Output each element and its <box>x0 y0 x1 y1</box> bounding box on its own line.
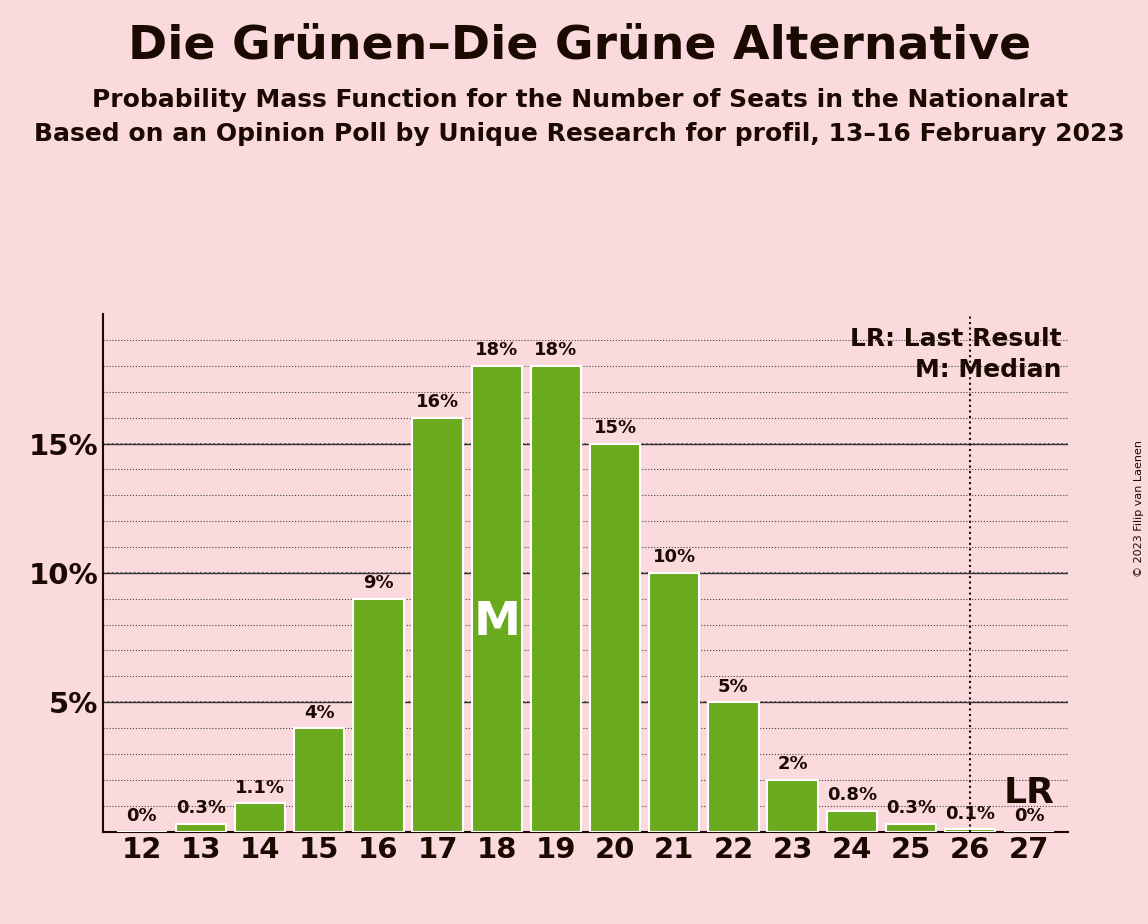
Bar <box>708 702 759 832</box>
Text: 0.1%: 0.1% <box>945 805 995 822</box>
Text: © 2023 Filip van Laenen: © 2023 Filip van Laenen <box>1134 440 1143 577</box>
Text: 10%: 10% <box>653 549 696 566</box>
Text: 0.3%: 0.3% <box>886 799 936 818</box>
Text: 0%: 0% <box>126 808 157 825</box>
Text: 1.1%: 1.1% <box>235 779 285 796</box>
Bar <box>649 573 699 832</box>
Bar <box>767 780 817 832</box>
Bar <box>827 811 877 832</box>
Text: Die Grünen–Die Grüne Alternative: Die Grünen–Die Grüne Alternative <box>129 23 1031 68</box>
Text: LR: Last Result: LR: Last Result <box>851 327 1062 351</box>
Text: 0%: 0% <box>1014 808 1045 825</box>
Text: M: M <box>473 600 520 645</box>
Text: 18%: 18% <box>534 342 577 359</box>
Bar <box>354 599 404 832</box>
Bar <box>530 366 581 832</box>
Text: LR: LR <box>1003 776 1055 809</box>
Bar <box>412 418 463 832</box>
Text: 15%: 15% <box>594 419 637 437</box>
Text: 9%: 9% <box>363 575 394 592</box>
Text: 0.3%: 0.3% <box>176 799 226 818</box>
Text: 2%: 2% <box>777 756 808 773</box>
Bar <box>294 728 344 832</box>
Text: 4%: 4% <box>304 704 334 722</box>
Bar <box>176 824 226 832</box>
Bar <box>235 803 285 832</box>
Bar <box>886 824 936 832</box>
Bar <box>472 366 522 832</box>
Text: 16%: 16% <box>416 394 459 411</box>
Bar <box>590 444 641 832</box>
Text: Probability Mass Function for the Number of Seats in the Nationalrat: Probability Mass Function for the Number… <box>92 88 1068 112</box>
Bar <box>945 829 995 832</box>
Text: 18%: 18% <box>475 342 519 359</box>
Text: 0.8%: 0.8% <box>827 786 877 805</box>
Text: Based on an Opinion Poll by Unique Research for profil, 13–16 February 2023: Based on an Opinion Poll by Unique Resea… <box>34 122 1125 146</box>
Text: M: Median: M: Median <box>915 359 1062 383</box>
Text: 5%: 5% <box>718 678 748 696</box>
